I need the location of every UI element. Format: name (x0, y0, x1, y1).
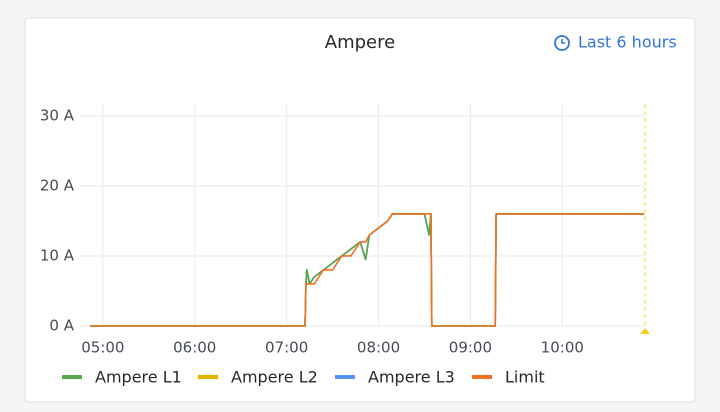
clock-icon (554, 35, 570, 51)
legend-label: Limit (505, 368, 545, 387)
x-tick-label: 10:00 (541, 339, 584, 357)
clock-hands (561, 39, 565, 44)
x-tick-label: 09:00 (449, 339, 492, 357)
time-range-picker[interactable]: Last 6 hours (554, 33, 677, 52)
y-tick-label: 30 A (40, 106, 75, 124)
x-tick-label: 05:00 (81, 339, 124, 357)
panel (24, 17, 696, 403)
legend-swatch (335, 375, 355, 379)
y-tick-label: 10 A (40, 246, 75, 264)
time-range[interactable]: Last 6 hours (578, 33, 677, 52)
y-tick-label: 0 A (49, 317, 74, 335)
x-tick-label: 06:00 (173, 339, 216, 357)
panel-title: Ampere (325, 32, 395, 53)
y-tick-label: 20 A (40, 176, 75, 194)
legend-label: Ampere L1 (95, 368, 182, 387)
x-tick-label: 07:00 (265, 339, 308, 357)
series-line (90, 213, 645, 327)
legend-swatch (472, 375, 492, 379)
legend-swatch (62, 375, 82, 379)
x-tick-label: 08:00 (357, 339, 400, 357)
legend-swatch (198, 375, 218, 379)
legend-label: Ampere L2 (231, 368, 318, 387)
now-marker-arrow (640, 328, 650, 334)
legend-label: Ampere L3 (368, 368, 455, 387)
